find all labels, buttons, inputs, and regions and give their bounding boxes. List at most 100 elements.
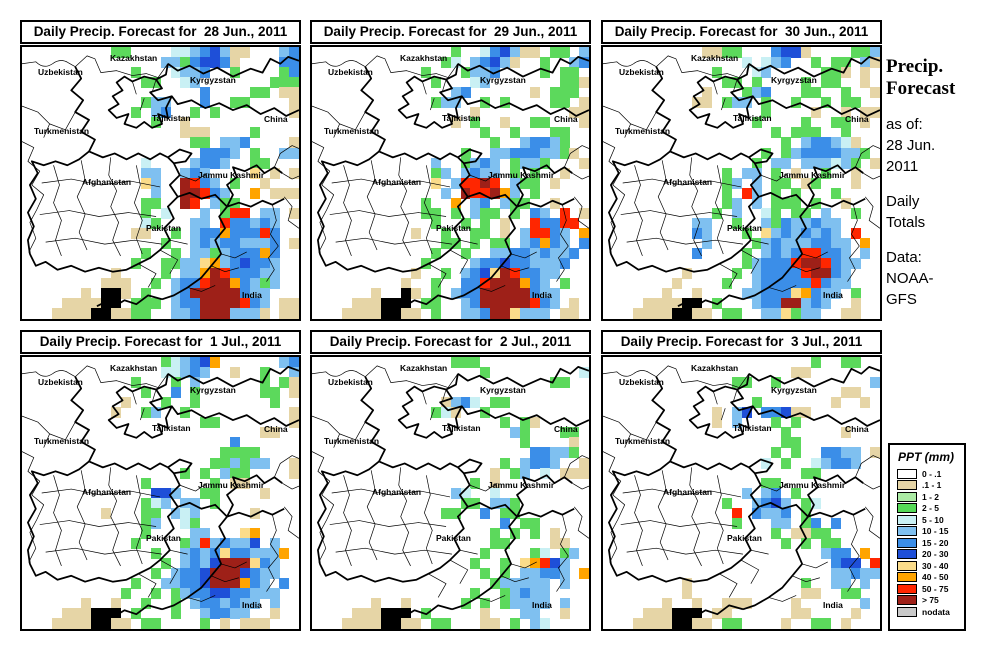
precip-cell	[549, 127, 560, 139]
precip-cell	[51, 308, 62, 319]
precip-cell	[190, 278, 201, 290]
precip-cell	[539, 598, 550, 610]
precip-cell	[170, 57, 181, 69]
precip-cell	[810, 268, 821, 280]
precip-cell	[771, 497, 782, 509]
precip-cell	[430, 217, 441, 229]
precip-cell	[731, 517, 742, 529]
precip-cell	[121, 47, 131, 58]
precip-cell	[529, 258, 540, 270]
precip-cell	[180, 278, 191, 290]
precip-cell	[480, 547, 491, 559]
precip-cell	[239, 207, 250, 219]
precip-cell	[259, 457, 270, 469]
precip-cell	[539, 268, 550, 280]
precip-cell	[771, 258, 782, 270]
precip-cell	[500, 507, 511, 519]
precip-cell	[470, 268, 481, 280]
precip-cell	[450, 57, 461, 69]
precip-cell	[140, 387, 151, 399]
legend-item-label: > 75	[922, 595, 939, 606]
precip-cell	[579, 568, 589, 580]
precip-cell	[801, 507, 811, 519]
precip-cell	[190, 248, 201, 259]
precip-cell	[519, 47, 530, 58]
precip-cell	[529, 187, 540, 199]
precip-cell	[820, 67, 831, 79]
precip-cell	[801, 157, 811, 169]
precip-cell	[840, 127, 851, 139]
precip-cell	[801, 127, 811, 139]
precip-cell	[529, 137, 540, 149]
legend-swatch	[897, 480, 917, 491]
precip-cell	[791, 527, 802, 539]
precip-cell	[210, 288, 221, 300]
precip-cell	[51, 618, 62, 629]
precip-cell	[820, 97, 831, 109]
precip-cell	[210, 357, 221, 368]
precip-cell	[210, 177, 221, 189]
country-label-kyrgyzstan: Kyrgyzstan	[190, 75, 236, 85]
precip-cell	[771, 127, 782, 139]
precip-cell	[860, 578, 871, 590]
precip-cell	[239, 137, 250, 149]
precip-cell	[101, 308, 112, 319]
precip-cell	[559, 167, 570, 179]
precip-cell	[781, 517, 792, 529]
precip-cell	[180, 467, 191, 479]
precip-cell	[150, 507, 161, 519]
precip-cell	[470, 258, 481, 270]
precip-cell	[259, 427, 270, 439]
legend-item: 1 - 2	[897, 491, 964, 503]
precip-cell	[519, 417, 530, 429]
precip-cell	[549, 177, 560, 189]
precip-cell	[500, 227, 511, 239]
precip-cell	[731, 598, 742, 610]
precip-cell	[830, 137, 841, 149]
precip-cell	[229, 177, 240, 189]
precip-cell	[850, 167, 861, 179]
precip-cell	[721, 308, 732, 319]
precip-cell	[210, 157, 221, 169]
precip-cell	[672, 308, 683, 319]
precip-cell	[791, 127, 802, 139]
info-line: 28 Jun.	[886, 137, 936, 154]
precip-cell	[220, 217, 230, 229]
precip-cell	[220, 157, 230, 169]
precip-cell	[860, 67, 871, 79]
legend-item: nodata	[897, 606, 964, 618]
precip-cell	[180, 258, 191, 270]
precip-cell	[160, 397, 171, 409]
precip-cell	[731, 177, 742, 189]
precip-cell	[569, 77, 580, 89]
precip-cell	[510, 157, 520, 169]
precip-cell	[810, 147, 821, 159]
map-canvas: Kazakhstan Uzbekistan Kyrgyzstan Tajikistan…	[601, 355, 882, 631]
precip-cell	[440, 407, 451, 419]
precip-cell	[239, 47, 250, 58]
precip-cell	[529, 588, 540, 600]
precip-cell	[430, 288, 441, 300]
precip-cell	[820, 457, 831, 469]
country-label-uzbekistan: Uzbekistan	[328, 67, 373, 77]
precip-cell	[771, 298, 782, 310]
precip-cell	[71, 308, 82, 319]
precip-cell	[150, 187, 161, 199]
precip-cell	[860, 57, 871, 69]
precip-cell	[761, 107, 772, 119]
precip-cell	[200, 167, 211, 179]
panel-title: Daily Precip. Forecast for 28 Jun., 2011	[20, 20, 301, 44]
precip-cell	[239, 467, 250, 479]
precip-cell	[830, 558, 841, 569]
precip-cell	[711, 417, 722, 429]
precip-cell	[430, 248, 441, 259]
legend-item-label: 0 - .1	[922, 468, 942, 479]
precip-cell	[549, 227, 560, 239]
precip-cell	[259, 87, 270, 99]
legend-item-label: 20 - 30	[922, 549, 949, 560]
country-label-kazakhstan: Kazakhstan	[110, 53, 158, 63]
precip-cell	[180, 197, 191, 209]
precip-cell	[289, 387, 299, 399]
precip-cell	[239, 227, 250, 239]
precip-cell	[239, 578, 250, 590]
